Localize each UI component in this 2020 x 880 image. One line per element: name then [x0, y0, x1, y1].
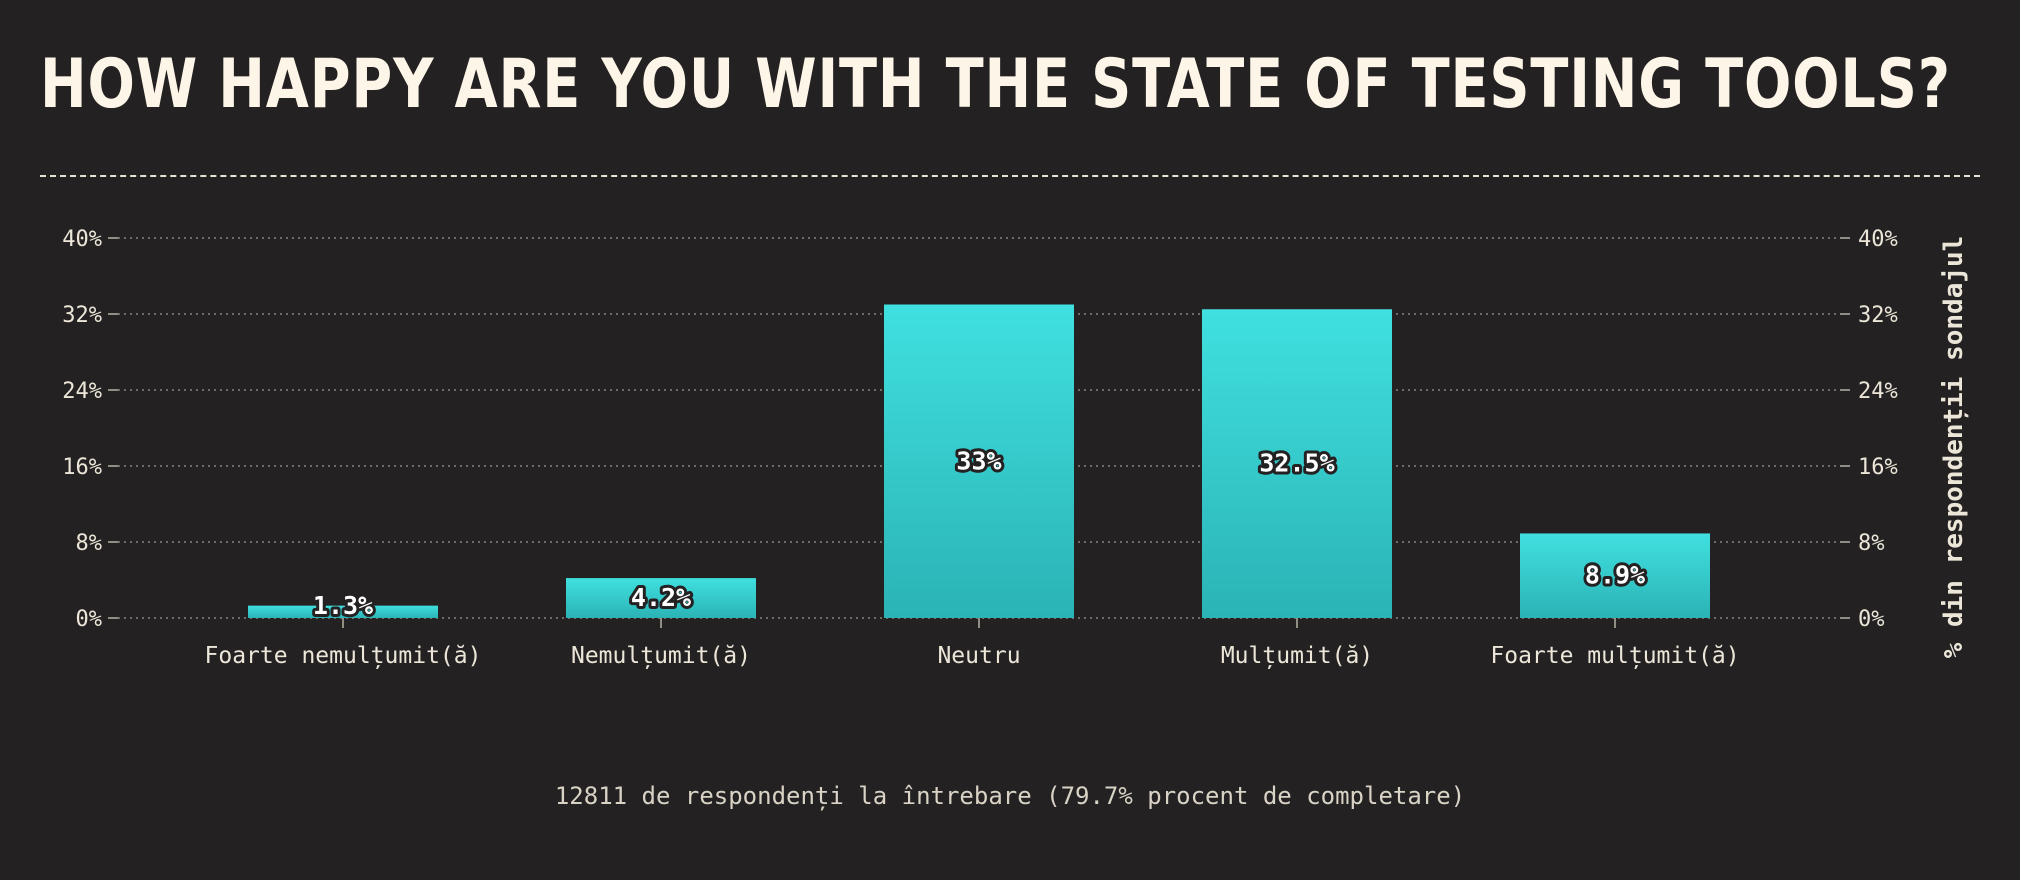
bar — [1520, 533, 1710, 618]
bar-value-labels: 1.3% 4.2% 33% 32.5% 8.9% — [310, 443, 1648, 623]
bar-value-label: 4.2% — [631, 583, 691, 612]
y-tick-label: 32% — [62, 303, 102, 328]
y-tick-label: 8% — [76, 531, 103, 556]
y-tick-label-right: 24% — [1858, 379, 1898, 404]
y-tick-label: 24% — [62, 379, 102, 404]
y-tick-label: 0% — [76, 607, 103, 632]
bar — [884, 304, 1074, 618]
y-tick-label-right: 32% — [1858, 303, 1898, 328]
y-axis-title: % din respondenții sondajul — [1939, 236, 1969, 659]
x-tick-label: Foarte nemulțumit(ă) — [205, 643, 482, 669]
bar-value-label: 32.5% — [1259, 449, 1334, 478]
x-tick-label: Foarte mulțumit(ă) — [1490, 643, 1739, 669]
bar-value-label: 8.9% — [1585, 561, 1645, 590]
y-tick-label: 40% — [62, 227, 102, 252]
y-tick-label-right: 40% — [1858, 227, 1898, 252]
bar-value-label: 33% — [956, 446, 1001, 475]
y-tick-label-right: 8% — [1858, 531, 1885, 556]
bars — [248, 304, 1710, 618]
y-axis-left: 0% 8% 16% 24% 32% 40% — [62, 227, 118, 632]
bar — [248, 605, 438, 618]
chart-title: HOW HAPPY ARE YOU WITH THE STATE OF TEST… — [40, 45, 1951, 124]
title-divider — [40, 175, 1980, 177]
bar — [1202, 309, 1392, 618]
x-tick-label: Nemulțumit(ă) — [571, 643, 751, 669]
bar — [566, 578, 756, 618]
respondents-note: 12811 de respondenți la întrebare (79.7%… — [554, 782, 1466, 810]
y-tick-label-right: 0% — [1858, 607, 1885, 632]
x-tick-label: Mulțumit(ă) — [1221, 643, 1373, 669]
y-tick-label: 16% — [62, 455, 102, 480]
bar-value-label: 1.3% — [313, 591, 373, 620]
y-tick-label-right: 16% — [1858, 455, 1898, 480]
y-axis-right: 0% 8% 16% 24% 32% 40% — [1840, 227, 1898, 632]
x-tick-label: Neutru — [937, 643, 1020, 669]
x-axis: Foarte nemulțumit(ă) Nemulțumit(ă) Neutru M… — [205, 618, 1740, 669]
